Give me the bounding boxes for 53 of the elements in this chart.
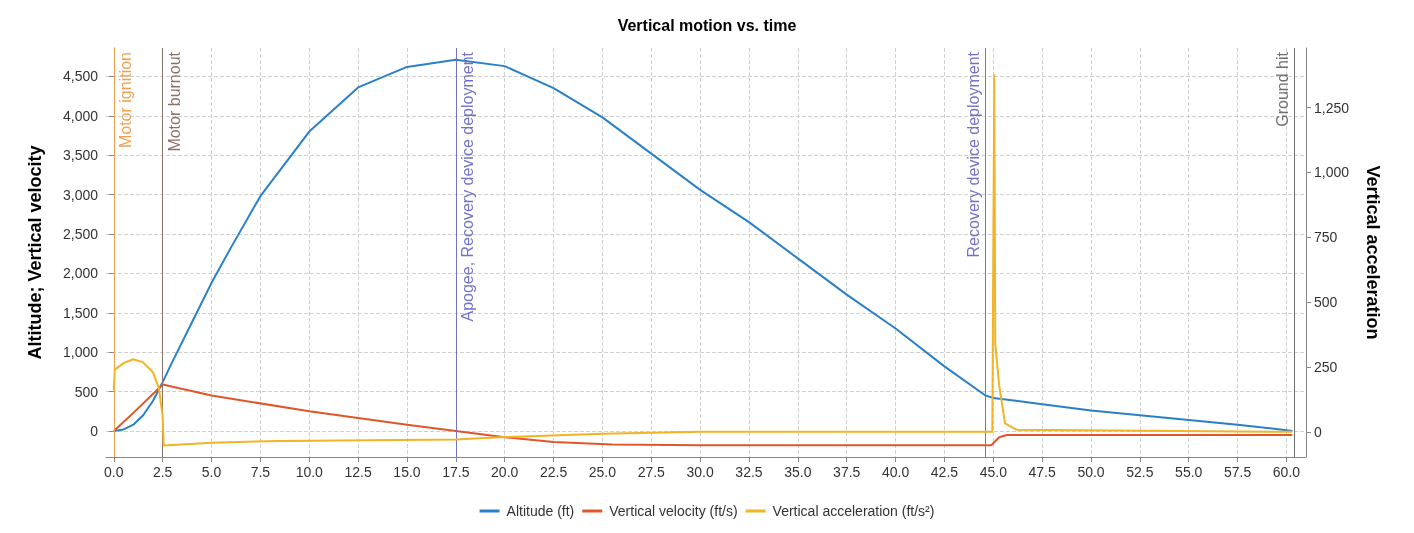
x-tick-label: 7.5: [250, 464, 271, 480]
x-tick-label: 5.0: [201, 464, 222, 480]
y-tick-label: 3,000: [62, 186, 99, 203]
x-tick-label: 2.5: [152, 464, 173, 480]
y2-tick-label: 1,000: [1314, 164, 1350, 181]
y2-axis-title: Vertical acceleration: [1363, 165, 1383, 340]
x-tick-label: 32.5: [735, 464, 763, 480]
ref-line-label: Apogee, Recovery device deployment: [459, 51, 477, 322]
x-tick-label: 10.0: [295, 464, 324, 480]
x-tick-label: 40.0: [881, 464, 910, 480]
y2-tick-label: 750: [1314, 229, 1338, 246]
x-tick-label: 60.0: [1272, 464, 1301, 480]
y-tick-label: 4,000: [62, 107, 99, 124]
y-axis-title: Altitude; Vertical velocity: [25, 145, 45, 360]
x-tick-label: 42.5: [930, 464, 959, 480]
y-tick-label: 0: [90, 422, 99, 439]
y2-tick-label: 250: [1314, 359, 1338, 375]
y-tick-label: 2,000: [62, 265, 99, 282]
y2-tick-label: 500: [1314, 294, 1338, 311]
x-tick-label: 47.5: [1028, 464, 1056, 480]
y-tick-label: 3,500: [62, 147, 99, 164]
y-tick-label: 1,000: [62, 344, 99, 361]
x-tick-label: 30.0: [686, 464, 714, 480]
x-tick-label: 57.5: [1223, 464, 1252, 480]
x-tick-label: 17.5: [442, 464, 470, 480]
x-tick-label: 20.0: [491, 464, 519, 480]
x-tick-label: 25.0: [588, 464, 617, 480]
x-tick-label: 55.0: [1175, 464, 1203, 480]
x-tick-label: 0.0: [104, 464, 124, 480]
ref-line-label: Ground hit: [1273, 51, 1291, 127]
ref-line-label: Motor burnout: [166, 51, 184, 152]
x-tick-label: 12.5: [344, 464, 372, 480]
y-tick-label: 2,500: [62, 225, 99, 242]
chart-title: Vertical motion vs. time: [617, 16, 797, 34]
x-tick-label: 27.5: [637, 464, 666, 480]
y2-tick-label: 1,250: [1314, 99, 1350, 116]
legend-label: Vertical velocity (ft/s): [609, 503, 738, 519]
legend-label: Vertical acceleration (ft/s²): [772, 503, 935, 519]
ref-line-label: Motor ignition: [117, 52, 135, 149]
x-tick-label: 52.5: [1126, 464, 1154, 480]
x-tick-label: 50.0: [1077, 464, 1105, 480]
y-tick-label: 4,500: [62, 68, 99, 85]
y-tick-label: 500: [74, 383, 99, 400]
y2-tick-label: 0: [1314, 423, 1322, 440]
line-series: [112, 383, 1294, 447]
x-tick-label: 15.0: [393, 464, 421, 480]
y-tick-label: 1,500: [62, 304, 99, 321]
x-tick-label: 37.5: [833, 464, 861, 480]
legend-label: Altitude (ft): [506, 503, 575, 519]
x-tick-label: 22.5: [539, 464, 568, 480]
x-tick-label: 45.0: [979, 464, 1008, 480]
ref-line-label: Recovery device deployment: [964, 51, 982, 258]
x-tick-label: 35.0: [784, 464, 812, 480]
